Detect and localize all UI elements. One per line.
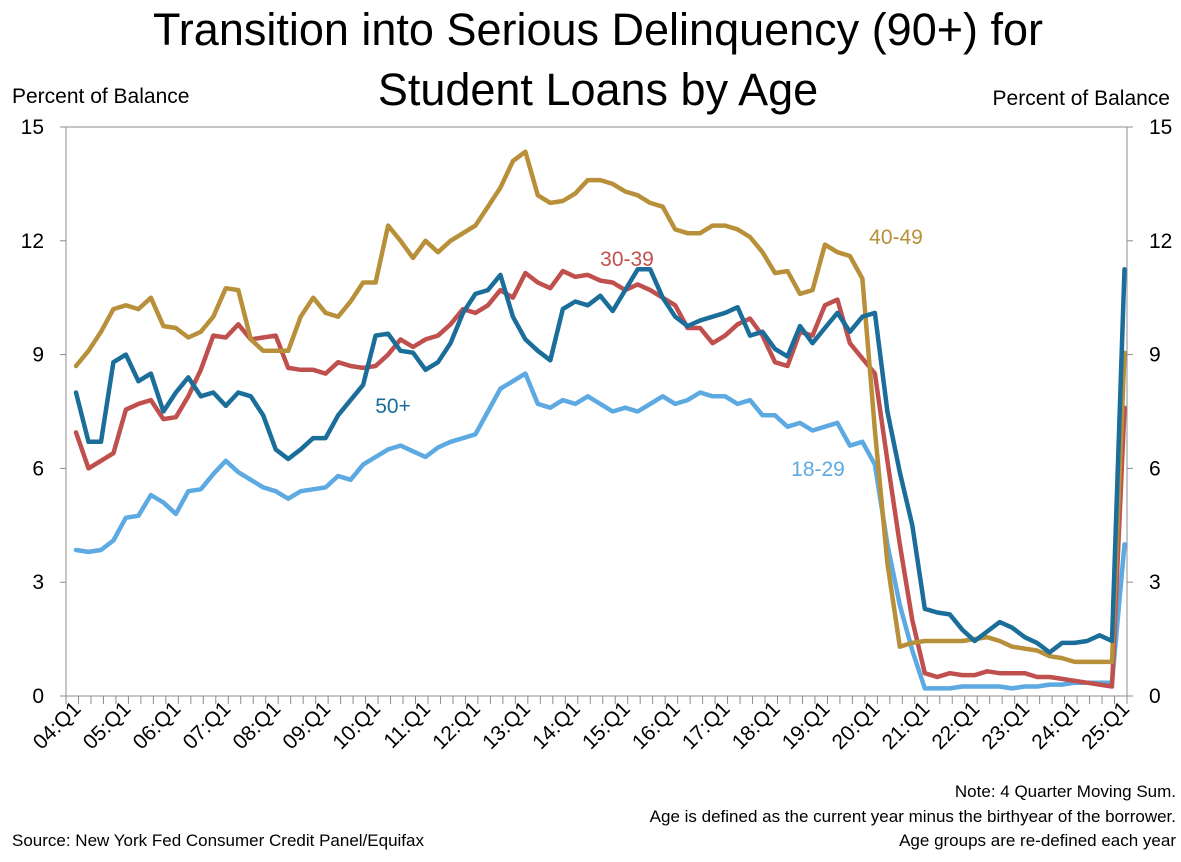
chart-title-line1: Transition into Serious Delinquency (90+… <box>153 4 1043 55</box>
series-line-18-29 <box>73 371 1127 691</box>
y-tick-label-left: 9 <box>32 344 44 367</box>
x-tick-label: 17:Q1 <box>678 697 735 754</box>
series-label-18-29: 18-29 <box>791 458 845 481</box>
series-line-50plus <box>73 267 1127 655</box>
series-line-30-39 <box>73 268 1127 689</box>
y-tick-label-right: 12 <box>1149 230 1172 253</box>
series-label-30-39: 30-39 <box>600 248 654 271</box>
x-tick-label: 06:Q1 <box>129 697 186 754</box>
y-tick-label-left: 6 <box>32 457 44 480</box>
y-tick-label-right: 9 <box>1149 344 1161 367</box>
x-tick-label: 16:Q1 <box>628 697 685 754</box>
x-tick-label: 05:Q1 <box>79 697 136 754</box>
series-line-40-49 <box>73 149 1127 665</box>
x-tick-label: 10:Q1 <box>328 697 385 754</box>
y-tick-label-left: 12 <box>21 230 44 253</box>
plot-frame <box>65 126 1128 697</box>
y-tick-label-left: 3 <box>32 571 44 594</box>
x-tick-label: 09:Q1 <box>278 697 335 754</box>
x-tick-label: 13:Q1 <box>478 697 535 754</box>
y-tick-label-left: 0 <box>32 685 44 708</box>
x-tick-label: 07:Q1 <box>179 697 236 754</box>
x-tick-label: 23:Q1 <box>977 697 1034 754</box>
x-tick-label: 20:Q1 <box>828 697 885 754</box>
y-tick-label-right: 6 <box>1149 457 1161 480</box>
y-tick-label-left: 15 <box>21 116 44 139</box>
chart-title-line2: Student Loans by Age <box>378 64 818 115</box>
series-lines <box>73 149 1127 691</box>
x-tick-label: 25:Q1 <box>1077 697 1134 754</box>
x-tick-label: 24:Q1 <box>1027 697 1084 754</box>
note-line-1: Note: 4 Quarter Moving Sum. <box>955 782 1176 801</box>
series-labels: 18-29 30-39 40-49 50+ <box>375 226 923 481</box>
source-text: Source: New York Fed Consumer Credit Pan… <box>12 831 424 850</box>
x-tick-label: 11:Q1 <box>379 697 435 753</box>
x-tick-label: 15:Q1 <box>578 697 635 754</box>
x-tick-label: 18:Q1 <box>728 697 785 754</box>
x-tick-label: 14:Q1 <box>528 697 585 754</box>
y-tick-label-right: 0 <box>1149 685 1161 708</box>
y-axis-title-left: Percent of Balance <box>12 85 189 108</box>
series-label-40-49: 40-49 <box>869 226 923 249</box>
series-label-50plus: 50+ <box>375 395 411 418</box>
x-tick-label: 21:Q1 <box>878 697 935 754</box>
x-tick-label: 12:Q1 <box>428 697 485 754</box>
y-tick-label-right: 15 <box>1149 116 1172 139</box>
note-line-2: Age is defined as the current year minus… <box>650 807 1176 826</box>
y-tick-label-right: 3 <box>1149 571 1161 594</box>
note-line-3: Age groups are re-defined each year <box>899 831 1176 850</box>
x-tick-label: 19:Q1 <box>778 697 835 754</box>
x-tick-label: 22:Q1 <box>928 697 985 754</box>
y-axis-title-right: Percent of Balance <box>993 87 1170 110</box>
x-tick-label: 08:Q1 <box>229 697 286 754</box>
